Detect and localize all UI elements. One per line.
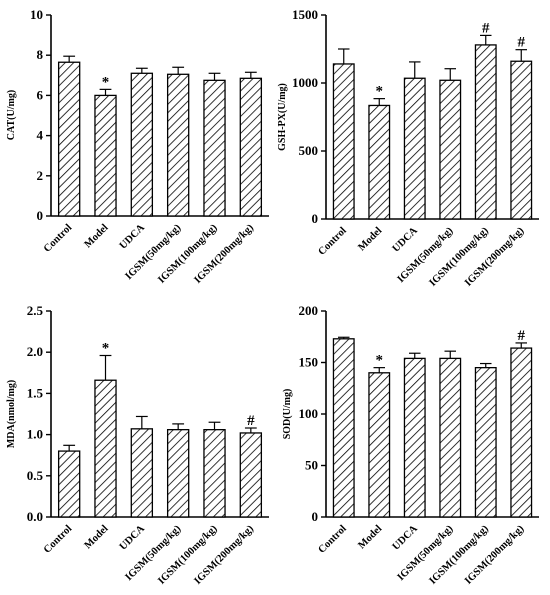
bar: [239, 77, 263, 217]
bar: [57, 61, 81, 217]
y-tick-label: 0.0: [27, 509, 43, 524]
significance-marker: *: [102, 74, 110, 90]
bar: [332, 63, 355, 220]
y-tick-label: 4: [37, 128, 44, 143]
y-tick-label: 1000: [292, 75, 318, 90]
y-tick-label: 100: [299, 406, 319, 421]
y-tick-label: 0: [37, 208, 44, 223]
y-tick-label: 2: [37, 168, 44, 183]
y-tick-label: 0.5: [27, 468, 44, 483]
y-tick-label: 6: [37, 87, 44, 102]
bar: [403, 357, 426, 518]
y-tick-label: 1.5: [27, 385, 44, 400]
bar: [332, 338, 355, 518]
bar: [368, 372, 391, 518]
y-tick-label: 0: [312, 211, 319, 226]
y-axis-label: GSH-PX(U/mg): [277, 83, 288, 151]
x-tick-label: Control: [316, 523, 348, 555]
bar: [474, 44, 497, 220]
y-tick-label: 0: [312, 509, 319, 524]
y-tick-label: 1.0: [27, 427, 43, 442]
x-tick-label: UDCA: [391, 225, 421, 255]
y-tick-label: 8: [37, 47, 44, 62]
x-tick-label: UDCA: [118, 222, 148, 252]
significance-marker: #: [518, 328, 526, 344]
y-tick-label: 200: [299, 303, 319, 318]
significance-marker: *: [376, 84, 384, 100]
y-tick-label: 500: [299, 143, 319, 158]
significance-marker: #: [518, 35, 526, 51]
bar: [368, 104, 391, 220]
x-tick-label: UDCA: [391, 523, 421, 553]
y-axis-label: CAT(U/mg): [6, 90, 17, 140]
bar: [166, 73, 190, 217]
bar: [510, 60, 533, 220]
bar: [203, 79, 226, 217]
bar: [57, 450, 81, 518]
x-tick-label: IGSM(100mg/kg): [427, 523, 491, 587]
bar: [239, 432, 263, 518]
y-axis-label: SOD(U/mg): [282, 389, 293, 440]
y-tick-label: 150: [299, 355, 319, 370]
x-tick-label: IGSM(100mg/kg): [427, 225, 491, 289]
y-axis-label: MDA(nmol/mg): [6, 380, 17, 448]
chart-2: 0 500 1000 1500 GSH-PX(U/mg) Control * Model UDC…: [277, 7, 539, 289]
y-tick-label: 2.0: [27, 344, 43, 359]
x-tick-label: Control: [42, 222, 74, 254]
significance-marker: *: [376, 353, 384, 369]
y-tick-label: 50: [305, 458, 318, 473]
x-tick-label: Control: [42, 523, 74, 555]
chart-3: 0.0 0.5 1.0 1.5 2.0 2.5 MDA(nmol/mg) Control * Mo…: [6, 303, 269, 587]
x-tick-label: Model: [356, 523, 384, 551]
bar: [403, 77, 426, 220]
bar: [510, 347, 533, 518]
x-tick-label: UDCA: [118, 523, 148, 553]
bar: [474, 366, 497, 518]
bar: [439, 357, 462, 518]
y-tick-label: 10: [30, 7, 43, 22]
x-tick-label: Model: [83, 523, 111, 551]
x-tick-label: Model: [356, 225, 384, 253]
bar: [94, 94, 117, 217]
y-tick-label: 2.5: [27, 303, 44, 318]
bar: [203, 429, 226, 518]
x-tick-label: IGSM(200mg/kg): [463, 225, 527, 289]
y-tick-label: 1500: [292, 7, 318, 22]
x-tick-label: Control: [316, 225, 348, 257]
bar: [439, 79, 462, 220]
significance-marker: *: [102, 340, 110, 356]
significance-marker: #: [482, 20, 490, 36]
significance-marker: #: [247, 413, 255, 429]
x-tick-label: Model: [83, 222, 111, 250]
bar: [166, 429, 190, 518]
bar: [94, 379, 117, 518]
bar: [130, 428, 154, 518]
x-tick-label: IGSM(200mg/kg): [463, 523, 527, 587]
bar: [130, 72, 154, 217]
